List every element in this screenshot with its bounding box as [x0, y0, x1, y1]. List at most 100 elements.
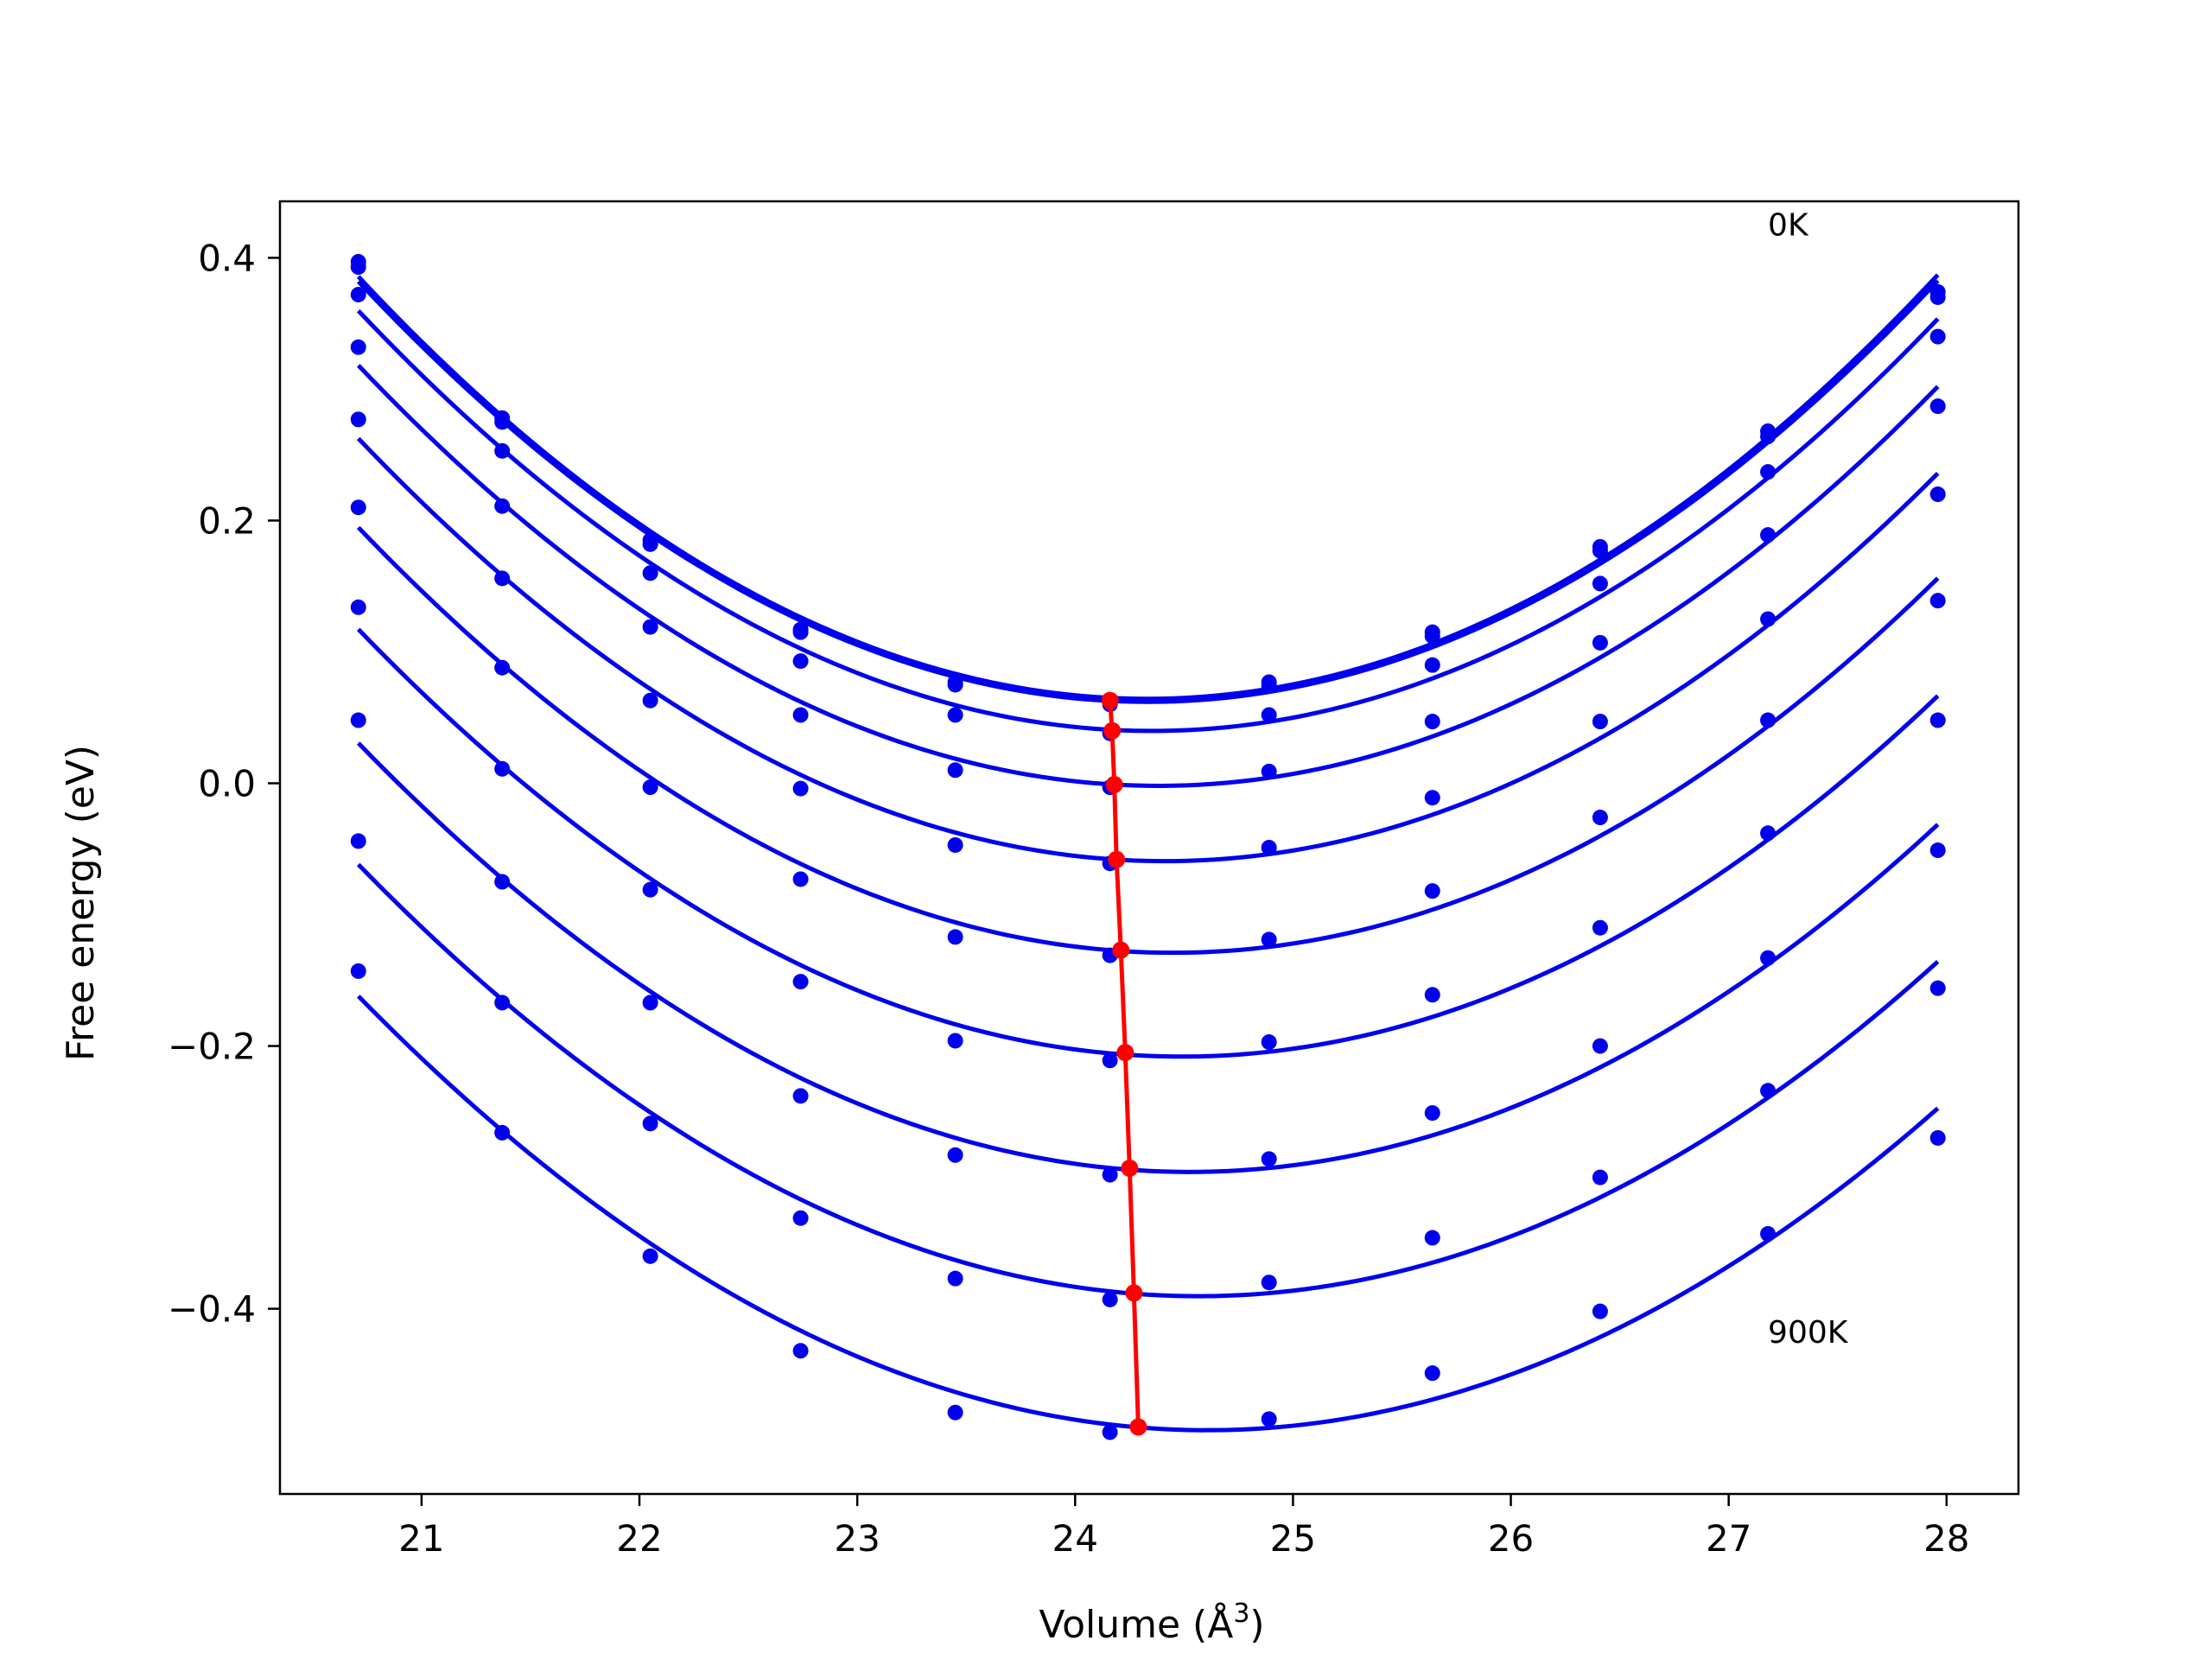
series-points — [350, 253, 1946, 1440]
data-point — [1261, 678, 1277, 694]
data-point — [1929, 842, 1946, 859]
data-point — [1261, 707, 1277, 723]
plot-frame — [278, 200, 2020, 1496]
series-curves — [356, 273, 1940, 1433]
y-tick-label: −0.4 — [168, 1288, 256, 1331]
minimum-point — [1125, 1284, 1143, 1302]
x-tick-label: 21 — [398, 1517, 444, 1560]
data-point — [1760, 825, 1777, 842]
y-tick-label: −0.2 — [168, 1026, 256, 1068]
data-point — [1261, 1151, 1277, 1167]
data-point — [1102, 1166, 1118, 1183]
minimum-point — [1105, 776, 1123, 794]
series-curve-0 — [356, 273, 1940, 702]
x-axis-label: Volume (Å3) — [1039, 1599, 1264, 1647]
data-point — [350, 411, 366, 428]
data-point — [1424, 657, 1440, 673]
annotation-label: 0K — [1768, 207, 1809, 243]
data-point — [494, 659, 511, 676]
data-point — [1261, 840, 1277, 855]
x-tick-label: 23 — [834, 1517, 880, 1560]
minimum-point — [1108, 850, 1126, 868]
data-point — [792, 1343, 809, 1359]
y-axis-label: Free energy (eV) — [59, 745, 103, 1061]
data-point — [1261, 1274, 1277, 1291]
x-axis-ticks: 21 22 23 24 25 26 27 28 — [398, 1494, 1970, 1560]
data-point — [792, 707, 809, 723]
data-point — [1424, 628, 1440, 645]
series-curve-4 — [356, 436, 1940, 864]
data-point — [494, 1124, 511, 1141]
data-point — [494, 442, 511, 459]
data-point — [642, 536, 658, 552]
data-point — [947, 1147, 963, 1163]
data-point — [494, 570, 511, 587]
data-point — [1424, 1105, 1440, 1122]
data-point — [1929, 593, 1946, 609]
data-point — [1261, 763, 1277, 779]
data-point — [494, 414, 511, 430]
series-curve-7 — [356, 741, 1940, 1174]
data-point — [1424, 987, 1440, 1003]
minimum-point — [1101, 691, 1119, 709]
data-point — [350, 833, 366, 849]
x-tick-label: 28 — [1923, 1517, 1969, 1560]
data-point — [1929, 486, 1946, 503]
data-point — [792, 871, 809, 887]
data-point — [494, 498, 511, 514]
data-point — [1592, 1038, 1608, 1054]
data-point — [350, 499, 366, 516]
data-point — [947, 707, 963, 723]
data-point — [947, 1404, 963, 1421]
data-point — [1102, 1424, 1118, 1440]
series-curve-6 — [356, 627, 1940, 1059]
data-point — [642, 1248, 658, 1264]
data-point — [1261, 1034, 1277, 1051]
data-point — [1929, 398, 1946, 415]
x-tick-label: 27 — [1706, 1517, 1751, 1560]
data-point — [642, 619, 658, 635]
data-point — [947, 929, 963, 945]
data-point — [1760, 611, 1777, 627]
data-point — [1929, 1129, 1946, 1146]
data-point — [947, 836, 963, 853]
data-point — [350, 286, 366, 302]
data-point — [1424, 790, 1440, 806]
data-point — [642, 779, 658, 796]
data-point — [1929, 980, 1946, 996]
x-tick-label: 25 — [1270, 1517, 1316, 1560]
x-tick-label: 24 — [1052, 1517, 1098, 1560]
series-curve-1 — [356, 279, 1940, 704]
data-point — [1760, 1225, 1777, 1242]
data-point — [792, 624, 809, 640]
data-point — [1592, 543, 1608, 559]
data-point — [1102, 1291, 1118, 1307]
data-point — [947, 677, 963, 693]
data-point — [1424, 714, 1440, 730]
minimum-point — [1112, 941, 1130, 959]
data-point — [494, 874, 511, 890]
y-tick-label: 0.4 — [198, 237, 256, 279]
data-point — [350, 712, 366, 728]
y-axis-ticks: 0.4 0.2 0.0 −0.2 −0.4 — [168, 237, 280, 1331]
data-point — [494, 760, 511, 777]
data-point — [1261, 1411, 1277, 1427]
data-point — [1102, 1052, 1118, 1069]
minimum-point — [1103, 721, 1122, 740]
data-point — [1261, 931, 1277, 948]
x-tick-label: 22 — [616, 1517, 662, 1560]
annotation-label: 900K — [1768, 1315, 1849, 1351]
data-point — [1760, 527, 1777, 543]
data-point — [1592, 810, 1608, 826]
data-point — [1424, 1230, 1440, 1246]
data-point — [1592, 714, 1608, 730]
data-point — [350, 259, 366, 276]
data-point — [1592, 575, 1608, 592]
x-tick-label: 26 — [1488, 1517, 1534, 1560]
y-tick-label: 0.2 — [198, 499, 256, 542]
annotations: 0K 900K — [1768, 207, 1849, 1351]
data-point — [1760, 950, 1777, 966]
data-point — [1592, 919, 1608, 936]
